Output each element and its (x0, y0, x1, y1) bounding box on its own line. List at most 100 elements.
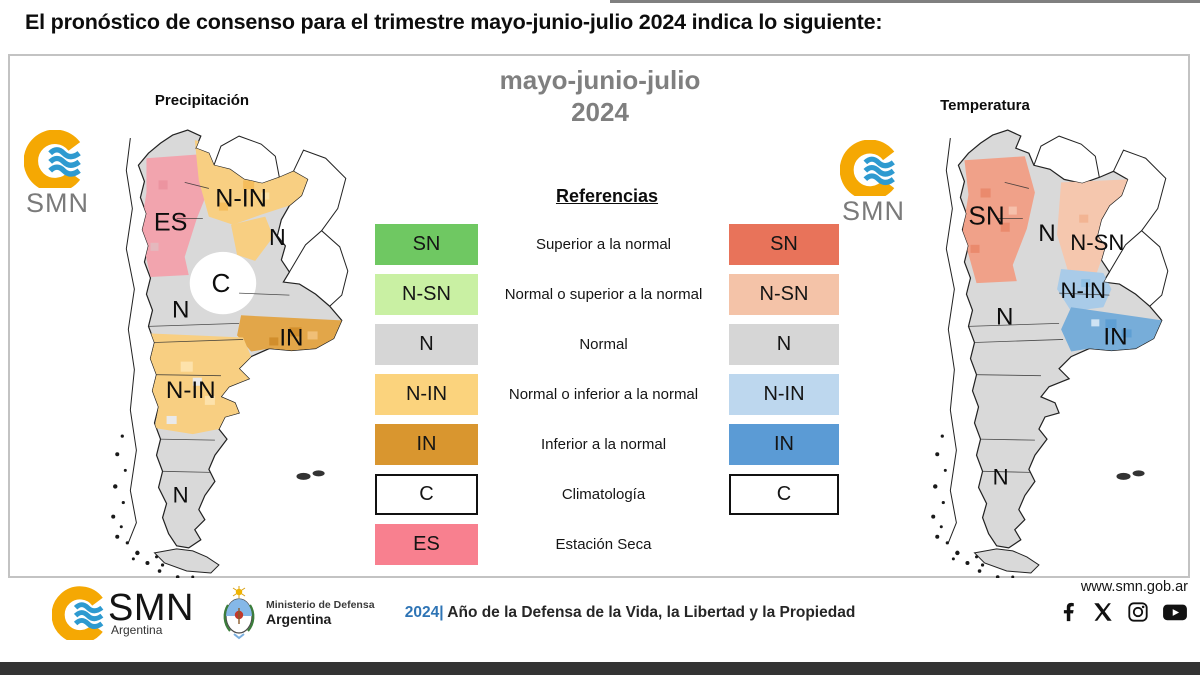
smn-logo-text: SMN (842, 196, 905, 226)
malvinas-islands (1116, 470, 1145, 480)
smn-logo-text: SMN (26, 188, 89, 218)
legend-row: N Normal N (375, 324, 839, 365)
legend: Referencias SN Superior a la normal SN N-SN… (375, 186, 839, 574)
legend-description: Normal o superior a la normal (504, 286, 703, 303)
legend-row: ES Estación Seca (375, 524, 839, 565)
top-edge-strip (610, 0, 1200, 3)
footer-slogan: 2024| Año de la Defensa de la Vida, la L… (300, 604, 960, 622)
legend-swatch-empty (729, 524, 839, 565)
map-label: IN (1103, 323, 1127, 350)
map-label: N-IN (215, 185, 267, 213)
province-borders (968, 182, 1110, 473)
temperature-labels: SN N N-SN N-IN IN N N (968, 201, 1127, 490)
smn-logo-icon (840, 140, 895, 196)
legend-swatch-precipitation: SN (375, 224, 478, 265)
slogan-year: 2024| (404, 604, 444, 621)
map-label: ES (154, 209, 188, 237)
period-line1: mayo-junio-julio (499, 65, 701, 95)
malvinas-islands (296, 470, 325, 480)
legend-row: N-SN Normal o superior a la normal N-SN (375, 274, 839, 315)
legend-swatch-temperature: IN (729, 424, 839, 465)
precipitation-labels: ES N-IN N C N IN N-IN N (154, 185, 304, 508)
temperature-map: SN N N-SN N-IN IN N N (931, 129, 1169, 579)
region-climatology (189, 251, 257, 315)
precipitation-map: ES N-IN N C N IN N-IN N (111, 129, 349, 579)
region-in (1061, 307, 1162, 352)
neighbor-outlines (945, 135, 1169, 544)
smn-logo-icon (24, 130, 81, 188)
slogan-text: Año de la Defensa de la Vida, la Liberta… (443, 604, 856, 621)
legend-description: Normal o inferior a la normal (508, 386, 699, 403)
temperature-title: Temperatura (940, 97, 1030, 114)
bottom-bar (0, 662, 1200, 675)
footer-smn-country: Argentina (111, 622, 163, 637)
archipelago-speckles (111, 434, 195, 579)
smn-logo-icon (52, 586, 104, 640)
legend-description: Estación Seca (555, 536, 652, 553)
map-label: IN (279, 324, 303, 351)
legend-swatch-precipitation: N-SN (375, 274, 478, 315)
legend-row: IN Inferior a la normal IN (375, 424, 839, 465)
facebook-icon[interactable] (1057, 601, 1079, 623)
ministry-line1: Ministerio de Defensa (266, 599, 375, 611)
youtube-icon[interactable] (1162, 601, 1188, 623)
legend-row: N-IN Normal o inferior a la normal N-IN (375, 374, 839, 415)
legend-row: SN Superior a la normal SN (375, 224, 839, 265)
legend-swatch-precipitation: IN (375, 424, 478, 465)
x-icon[interactable] (1092, 601, 1114, 623)
archipelago-speckles (931, 434, 1015, 579)
period-heading: mayo-junio-julio 2024 (400, 64, 800, 128)
ministry-line2: Argentina (266, 611, 332, 627)
smn-logo-right: SMN (840, 140, 905, 227)
map-label: N (172, 296, 189, 323)
footer-smn-logo: SMN Argentina (52, 586, 194, 640)
region-in (237, 315, 342, 352)
map-label: SN (968, 201, 1004, 231)
map-label: N (996, 303, 1013, 330)
website-url: www.smn.gob.ar (1080, 579, 1188, 595)
legend-rows: SN Superior a la normal SN N-SN Normal o sup… (375, 224, 839, 565)
legend-description: Normal (579, 336, 628, 353)
period-line2: 2024 (571, 97, 629, 127)
legend-swatch-precipitation: N-IN (375, 374, 478, 415)
map-label: N-IN (1060, 278, 1105, 303)
legend-swatch-temperature: N (729, 324, 839, 365)
neighbor-outlines (125, 135, 349, 544)
legend-swatch-precipitation: N (375, 324, 478, 365)
legend-title: Referencias (555, 186, 659, 206)
social-icons (1057, 601, 1188, 623)
footer: SMN Argentina Ministerio de Defensa (0, 578, 1200, 662)
map-label: N-SN (1070, 230, 1124, 255)
map-label: N (173, 483, 189, 508)
legend-description: Inferior a la normal (540, 436, 667, 453)
ministry-logo: Ministerio de Defensa Argentina (222, 586, 375, 640)
region-n-in (1057, 268, 1112, 312)
ministry-crest-icon (223, 586, 255, 640)
region-n-in-center (231, 216, 274, 261)
legend-description: Superior a la normal (535, 236, 672, 253)
legend-swatch-temperature: N-SN (729, 274, 839, 315)
map-label: N-IN (166, 377, 216, 404)
smn-logo-left: SMN (24, 130, 89, 219)
tierra-del-fuego (973, 548, 1040, 574)
legend-row: C Climatología C (375, 474, 839, 515)
legend-swatch-temperature: N-IN (729, 374, 839, 415)
map-label: C (212, 268, 231, 298)
province-borders (148, 182, 290, 473)
map-label: N (269, 224, 286, 250)
legend-swatch-temperature: SN (729, 224, 839, 265)
region-sn (962, 156, 1035, 284)
footer-smn-name: SMN (108, 586, 194, 629)
map-label: N (1038, 220, 1055, 247)
legend-description: Climatología (561, 486, 646, 503)
map-label: N (993, 464, 1009, 489)
instagram-icon[interactable] (1127, 601, 1149, 623)
page-title: El pronóstico de consenso para el trimes… (25, 10, 883, 34)
legend-swatch-precipitation: ES (375, 524, 478, 565)
legend-swatch-temperature: C (729, 474, 839, 515)
region-n-sn (1057, 179, 1128, 278)
precipitation-title: Precipitación (154, 92, 250, 109)
legend-swatch-precipitation: C (375, 474, 478, 515)
tierra-del-fuego (153, 548, 220, 574)
